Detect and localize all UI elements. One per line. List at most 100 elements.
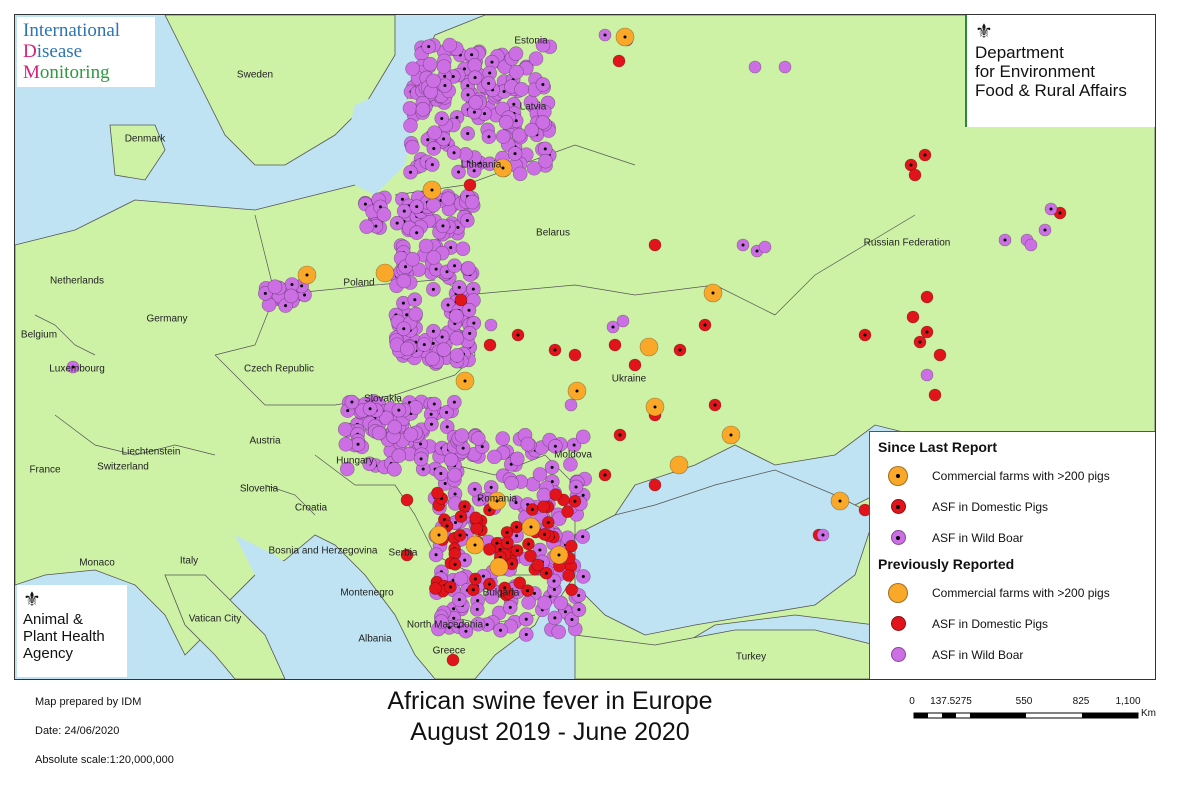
wild-boar-marker xyxy=(371,425,387,441)
country-label: Russian Federation xyxy=(863,237,951,249)
wild-boar-marker xyxy=(427,125,442,140)
domestic-pig-marker xyxy=(920,325,934,339)
wild-boar-marker xyxy=(436,59,452,74)
domestic-pig-marker xyxy=(431,486,444,500)
wild-boar-marker xyxy=(460,126,476,141)
country-label: Ukraine xyxy=(611,373,647,385)
wild-boar-marker xyxy=(521,595,536,610)
wild-boar-marker xyxy=(537,141,553,157)
commercial-farm-marker xyxy=(567,381,587,401)
wild-boar-marker xyxy=(452,592,467,607)
country-label: Sweden xyxy=(236,69,274,81)
commercial-farm-marker xyxy=(615,27,635,47)
royal-crest-icon: ⚜ xyxy=(23,589,41,611)
wild-boar-marker xyxy=(564,612,580,627)
wild-boar-marker xyxy=(344,394,360,410)
wild-boar-marker xyxy=(350,436,366,452)
legend-label: ASF in Domestic Pigs xyxy=(932,499,1049,514)
wild-boar-marker xyxy=(460,213,475,228)
wild-boar-marker xyxy=(512,166,528,182)
domestic-pig-marker xyxy=(429,582,442,595)
commercial-new-icon xyxy=(888,465,908,486)
commercial-farm-marker xyxy=(669,455,689,475)
country-label: Romania xyxy=(476,493,518,505)
country-label: Greece xyxy=(432,645,466,657)
scale-unit: Km xyxy=(1141,708,1156,719)
domestic-pig-marker xyxy=(549,488,563,501)
wild-boar-marker xyxy=(66,360,80,374)
wild-boar-marker xyxy=(484,54,500,70)
wild-boar-marker xyxy=(481,76,496,91)
legend-row-wild-prev: ASF in Wild Boar xyxy=(878,639,1147,670)
wild-boar-marker xyxy=(379,410,394,426)
commercial-farm-marker xyxy=(493,158,513,178)
commercial-farm-marker xyxy=(429,525,449,545)
map-frame: Estonia Sweden Latvia Denmark Lithuania Belar… xyxy=(14,14,1156,680)
wild-boar-marker xyxy=(362,401,378,417)
wild-boar-marker xyxy=(337,422,353,437)
idm-logo-m: M xyxy=(23,62,40,83)
wild-boar-marker xyxy=(455,241,471,257)
wild-boar-marker xyxy=(362,456,377,472)
scale-bar-graphic xyxy=(913,712,1139,719)
wild-boar-marker xyxy=(426,282,441,297)
wild-boar-marker xyxy=(528,51,544,66)
defra-logo: ⚜ Department for Environment Food & Rura… xyxy=(965,15,1155,127)
commercial-farm-marker xyxy=(645,397,665,417)
wild-boar-marker xyxy=(389,215,405,231)
scale-label: 550 xyxy=(1015,696,1033,707)
wild-boar-marker xyxy=(391,402,407,418)
legend-row-commercial-prev: Commercial farms with >200 pigs xyxy=(878,577,1147,608)
domestic-pig-marker xyxy=(510,544,524,557)
domestic-pig-marker xyxy=(469,572,482,586)
scale-label: 1,100 xyxy=(1115,696,1141,707)
wild-boar-marker xyxy=(537,595,552,611)
domestic-pig-marker xyxy=(525,503,539,516)
domestic-pig-marker xyxy=(524,549,537,563)
country-label: Albania xyxy=(358,633,392,645)
domestic-pig-marker xyxy=(920,290,934,304)
domestic-prev-icon xyxy=(890,616,906,631)
domestic-pig-marker xyxy=(708,398,722,412)
wild-boar-marker xyxy=(426,73,441,89)
domestic-pig-marker xyxy=(454,293,468,307)
country-label: Hungary xyxy=(336,455,374,467)
wild-boar-marker xyxy=(283,288,299,304)
wild-boar-marker xyxy=(418,238,434,254)
wild-boar-marker xyxy=(426,197,441,213)
wild-boar-marker xyxy=(409,199,425,214)
domestic-pig-marker xyxy=(858,328,872,342)
wild-boar-marker xyxy=(338,436,354,452)
wild-boar-marker xyxy=(510,451,525,467)
wild-boar-marker xyxy=(439,405,454,420)
wild-boar-marker xyxy=(435,218,451,234)
domestic-new-icon xyxy=(890,499,906,514)
apha-line3: Agency xyxy=(23,645,74,662)
domestic-pig-marker xyxy=(521,584,534,597)
wild-boar-marker xyxy=(417,337,432,352)
domestic-pig-marker xyxy=(522,537,535,551)
country-label: Italy xyxy=(179,555,199,567)
wild-boar-marker xyxy=(387,461,402,477)
domestic-pig-marker xyxy=(548,343,562,357)
domestic-pig-marker xyxy=(444,580,457,594)
wild-boar-marker xyxy=(564,398,578,412)
commercial-prev-icon xyxy=(888,582,908,603)
domestic-pig-marker xyxy=(538,528,551,541)
legend-row-wild-new: ASF in Wild Boar xyxy=(878,522,1147,553)
wild-boar-marker xyxy=(460,260,476,276)
wild-boar-marker xyxy=(509,64,524,80)
scale-label: 137.5275 xyxy=(930,696,972,707)
wild-boar-marker xyxy=(508,495,524,510)
commercial-farm-marker xyxy=(487,491,507,511)
wild-boar-marker xyxy=(553,595,569,611)
country-label: Luxembourg xyxy=(49,363,105,375)
domestic-pig-marker xyxy=(565,539,578,553)
domestic-pig-marker xyxy=(510,520,523,534)
wild-boar-marker xyxy=(748,60,762,74)
wild-boar-marker xyxy=(498,115,514,130)
domestic-pig-marker xyxy=(531,558,545,572)
wild-boar-marker xyxy=(481,129,497,145)
domestic-pig-marker xyxy=(698,318,712,332)
domestic-pig-marker xyxy=(608,338,622,352)
